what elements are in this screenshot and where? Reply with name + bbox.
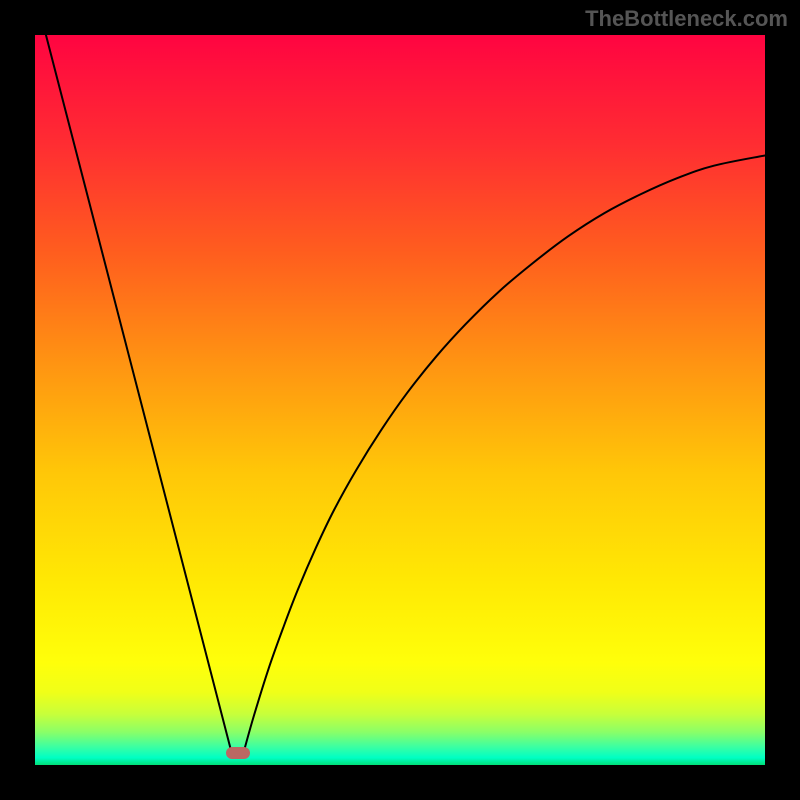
- optimum-marker: [226, 747, 249, 759]
- bottleneck-curve-right: [245, 155, 765, 748]
- plot-area: [35, 35, 765, 765]
- curve-overlay: [35, 35, 765, 765]
- watermark-label: TheBottleneck.com: [585, 6, 788, 32]
- chart-container: TheBottleneck.com: [0, 0, 800, 800]
- bottleneck-curve-left: [46, 35, 231, 749]
